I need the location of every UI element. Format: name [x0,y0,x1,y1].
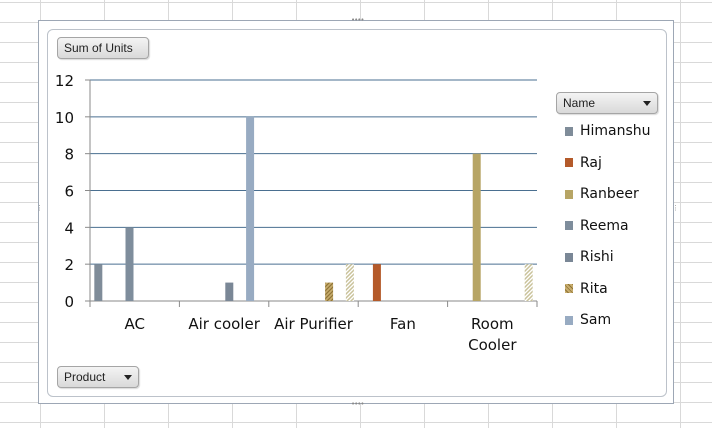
legend-label: Rita [580,280,608,297]
legend-swatch [565,284,573,293]
legend-label: Himanshu [580,123,651,139]
legend-swatch [565,158,573,167]
x-tick-label: AC [124,315,144,333]
bar [246,116,255,301]
legend-item: Rita [565,279,608,299]
x-tick-label: Fan [390,315,416,333]
legend-item: Reema [565,216,629,236]
legend-swatch [565,315,573,325]
y-tick-label: 6 [64,183,74,201]
plot-container [47,29,667,397]
resize-handle-right[interactable]: ⋮ [672,204,679,212]
bar [94,264,103,301]
legend-item: Ranbeer [565,184,639,204]
bar [345,264,354,301]
resize-handle-left[interactable]: ⋮ [36,204,43,212]
bar [524,264,533,301]
legend-label: Raj [580,154,602,171]
y-tick-label: 8 [64,146,74,164]
values-field-label: Sum of Units [64,41,133,55]
legend-field-label: Name [563,96,596,110]
bar [325,282,334,301]
legend-label: Reema [580,217,629,234]
legend-label: Sam [580,312,612,328]
x-tick-label: Room [471,315,514,333]
resize-handle-top[interactable]: •••• [351,16,364,24]
legend-item: Sam [565,310,611,330]
legend-item: Rishi [565,247,614,267]
values-field-button[interactable]: Sum of Units [57,37,149,59]
y-tick-label: 4 [64,219,74,237]
legend-item: Himanshu [565,121,651,141]
bar [372,264,381,301]
resize-handle-bottom[interactable]: •••• [351,400,364,408]
legend-swatch [565,221,573,230]
legend-swatch [565,252,573,262]
bar [125,227,134,301]
x-tick-label: Air cooler [188,315,260,333]
axis-field-button[interactable]: Product [57,366,139,388]
y-tick-label: 0 [64,293,74,311]
legend-swatch [565,126,573,136]
legend-label: Ranbeer [580,186,639,202]
chevron-down-icon [124,374,132,380]
bar [472,153,481,301]
legend-item: Raj [565,153,602,173]
y-tick-label: 2 [64,256,74,274]
chevron-down-icon [643,100,651,106]
axis-field-label: Product [64,370,106,384]
bar [225,282,234,301]
x-tick-label: Air Purifier [274,315,354,333]
legend-swatch [565,189,573,199]
y-tick-label: 12 [55,72,74,90]
legend-label: Rishi [580,249,614,265]
legend-field-button[interactable]: Name [556,92,658,114]
y-tick-label: 10 [55,109,74,127]
x-tick-label: Cooler [468,336,517,354]
